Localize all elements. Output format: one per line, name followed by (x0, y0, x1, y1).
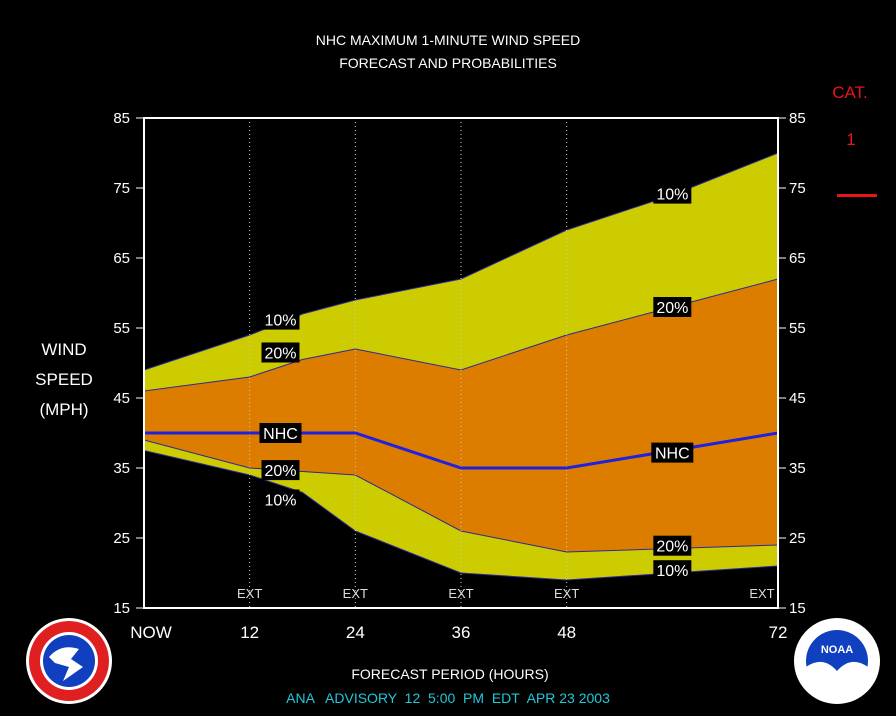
band-20-percent (144, 279, 778, 552)
series-label-box (261, 460, 300, 481)
y-tick-label-left: 75 (113, 180, 130, 197)
series-label: 10% (261, 309, 300, 330)
ext-label: EXT (749, 586, 774, 601)
y-axis-label-line3: (MPH) (39, 400, 88, 419)
y-tick-label-right: 65 (789, 250, 806, 267)
y-tick-label-right: 15 (789, 600, 806, 617)
series-label-text: 20% (264, 346, 296, 363)
series-label: NHC (651, 442, 694, 463)
chart-title-line1: NHC MAXIMUM 1-MINUTE WIND SPEED (316, 32, 580, 48)
series-label: NHC (259, 423, 302, 443)
category-value: 1 (846, 130, 855, 149)
series-label-text: NHC (263, 426, 298, 443)
y-axis-label-line2: SPEED (35, 370, 93, 389)
series-label-text: 10% (264, 313, 296, 330)
y-tick-label-left: 15 (113, 600, 130, 617)
ext-label: EXT (237, 586, 262, 601)
series-label-text: NHC (655, 446, 690, 463)
seagull-icon (806, 661, 868, 698)
series-label: 20% (653, 535, 692, 556)
series-label-box (261, 489, 300, 510)
series-label-text: 20% (264, 463, 296, 480)
y-tick-label-left: 55 (113, 320, 130, 337)
category-label: CAT. (832, 83, 868, 102)
series-label-box (653, 535, 692, 556)
y-tick-label-left: 65 (113, 250, 130, 267)
y-tick-label-right: 45 (789, 390, 806, 407)
series-label-box (259, 423, 302, 443)
series-label: 20% (261, 460, 300, 481)
series-label-text: 10% (656, 563, 688, 580)
y-tick-label-right: 55 (789, 320, 806, 337)
series-label-text: 10% (264, 493, 296, 510)
chart-title-line2: FORECAST AND PROBABILITIES (339, 55, 557, 71)
series-label: 10% (653, 560, 692, 581)
series-label: 10% (261, 489, 300, 510)
series-label: 20% (653, 297, 692, 317)
ext-label: EXT (448, 586, 473, 601)
series-label: 10% (653, 183, 692, 204)
series-label-text: 20% (656, 300, 688, 317)
plot-area: EXT EXT EXT EXT EXT 15 15 25 25 35 35 45 45 55 55 65 65 7… (113, 110, 805, 642)
y-tick-label-left: 85 (113, 110, 130, 127)
series-label-box (653, 183, 692, 204)
series-label-box (653, 560, 692, 581)
plot-frame (143, 117, 779, 609)
y-tick-label-right: 85 (789, 110, 806, 127)
x-tick-label: 36 (452, 623, 471, 642)
y-tick-label-left: 35 (113, 460, 130, 477)
lightning-icon (49, 647, 83, 681)
advisory-footer: ANA ADVISORY 12 5:00 PM EDT APR 23 2003 (286, 690, 610, 706)
y-tick-label-left: 25 (113, 530, 130, 547)
x-axis-label: FORECAST PERIOD (HOURS) (351, 666, 548, 682)
series-label-box (651, 442, 694, 463)
y-tick-label-right: 75 (789, 180, 806, 197)
y-tick-label-left: 45 (113, 390, 130, 407)
series-label-box (261, 309, 300, 330)
series-label-text: 20% (656, 539, 688, 556)
nws-logo (26, 618, 112, 704)
y-axis-label-line1: WIND (41, 340, 86, 359)
svg-text:NOAA: NOAA (821, 644, 853, 656)
x-tick-label: 12 (240, 623, 259, 642)
noaa-logo: NOAA (794, 618, 880, 704)
series-label-box (653, 297, 692, 317)
x-tick-label: 24 (346, 623, 365, 642)
x-tick-label: NOW (130, 623, 172, 642)
ext-label: EXT (554, 586, 579, 601)
series-label-box (261, 342, 300, 363)
series-label-text: 10% (656, 187, 688, 204)
y-tick-label-right: 25 (789, 530, 806, 547)
x-tick-label: 72 (769, 623, 788, 642)
x-tick-label: 48 (557, 623, 576, 642)
series-label: 20% (261, 342, 300, 363)
ext-label: EXT (343, 586, 368, 601)
y-tick-label-right: 35 (789, 460, 806, 477)
